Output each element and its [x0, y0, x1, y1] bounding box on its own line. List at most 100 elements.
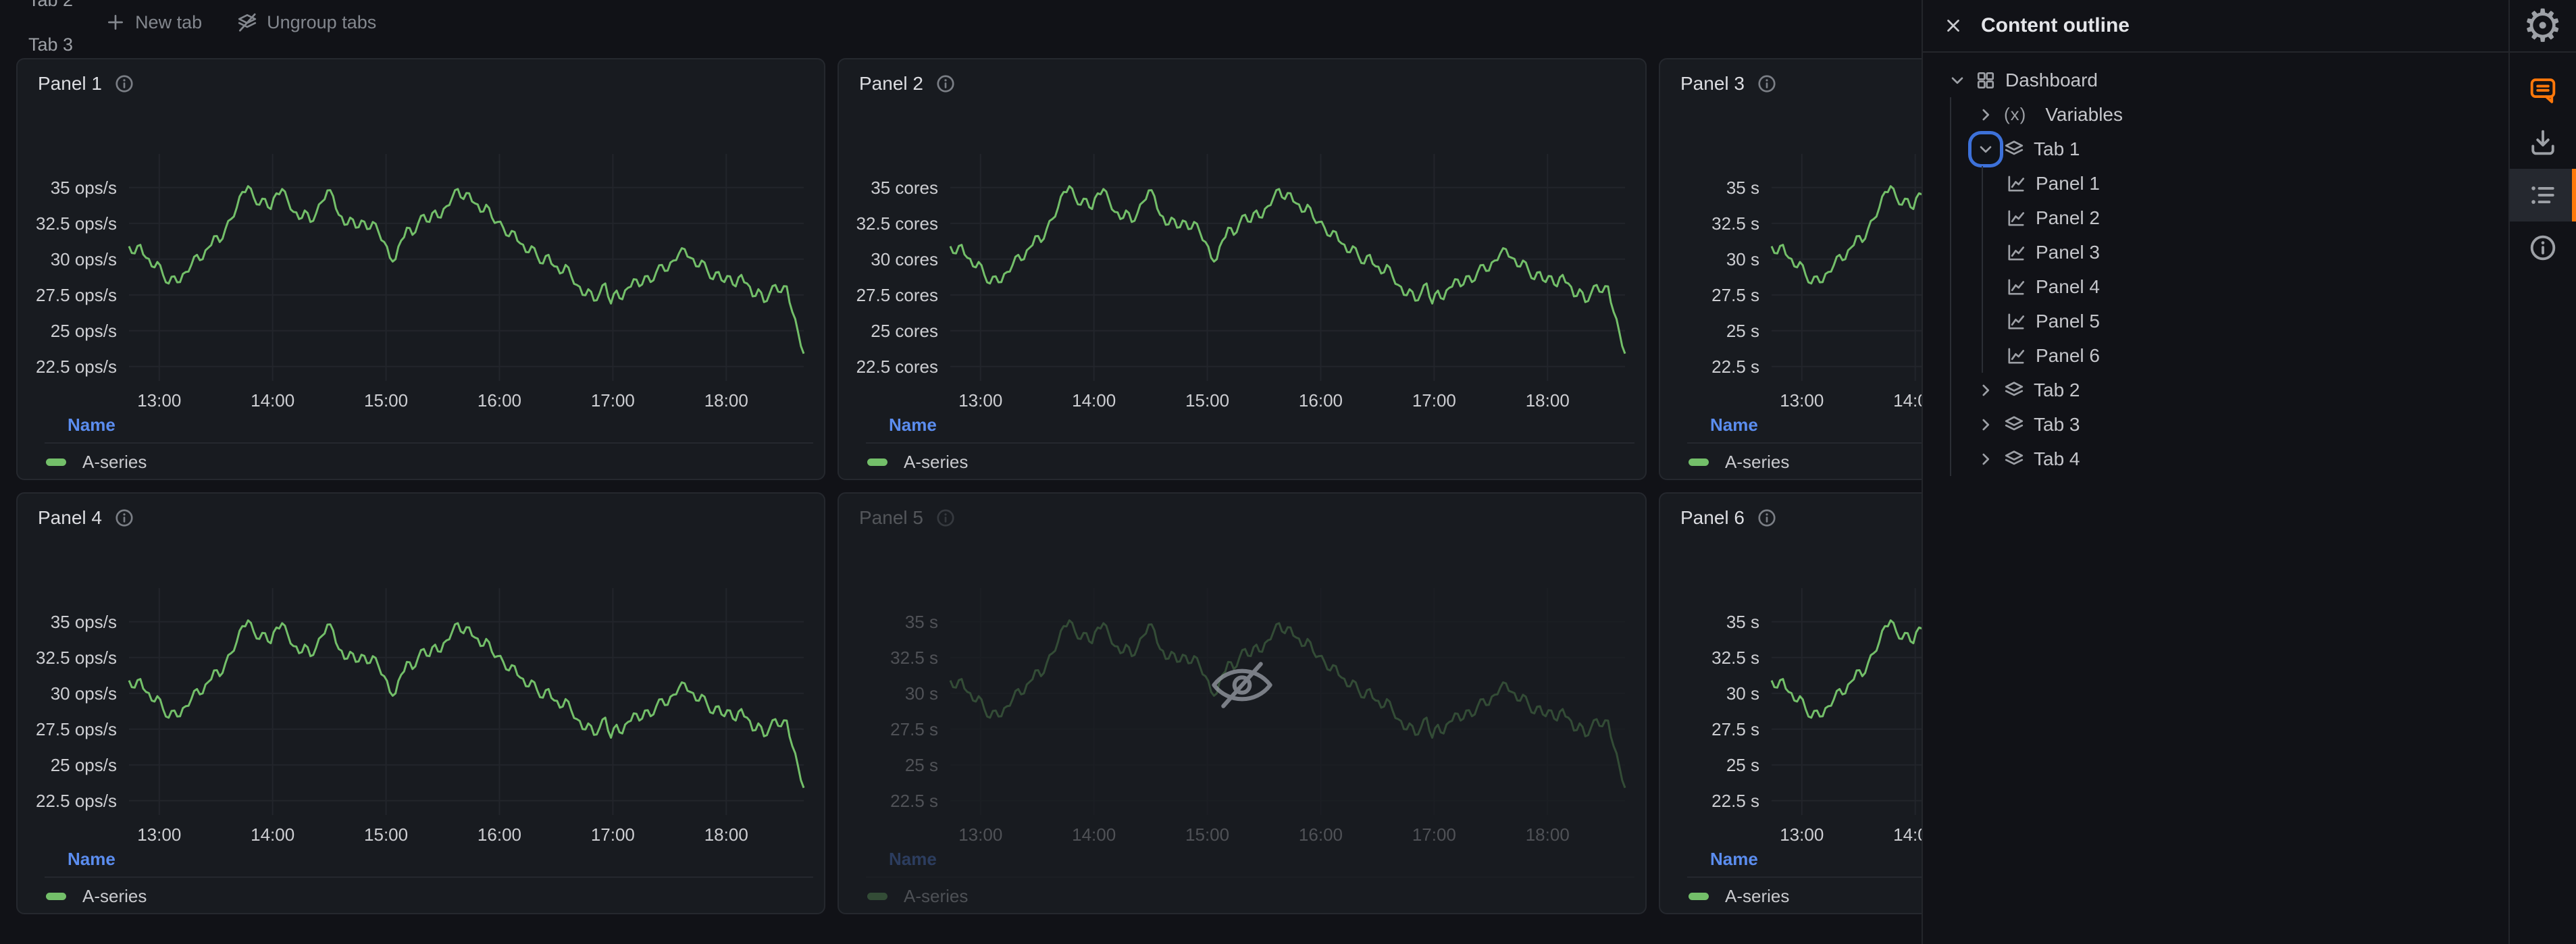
outline-item-label: Tab 3: [2034, 413, 2080, 435]
panel-info-icon[interactable]: [114, 508, 134, 528]
download-icon[interactable]: [2510, 116, 2576, 169]
outline-item-panel-4[interactable]: Panel 4: [1923, 269, 2508, 304]
timeseries-chart[interactable]: 22.5 ops/s 25 ops/s 27.5 ops/s 30 ops/s 32.5…: [18, 99, 824, 413]
info-icon[interactable]: [2510, 221, 2576, 274]
panel-panel-3: Panel 3 22.5 s 25 s 27.5 s 30 s 32.5 s 35 s 13:…: [1659, 58, 1922, 480]
outline-item-label: Tab 2: [2034, 379, 2080, 400]
new-tab-button[interactable]: New tab: [88, 0, 220, 45]
outline-icon[interactable]: [2510, 169, 2576, 221]
legend-column-header[interactable]: Name: [68, 849, 115, 869]
outline-item-tab-2[interactable]: Tab 2: [1923, 373, 2508, 407]
svg-text:35 s: 35 s: [1726, 178, 1759, 198]
chevron-down-icon[interactable]: [1972, 134, 2000, 164]
svg-text:25 s: 25 s: [1726, 321, 1759, 341]
svg-text:16:00: 16:00: [1299, 390, 1343, 411]
panel-header[interactable]: Panel 6: [1660, 494, 1922, 533]
legend-column-header[interactable]: Name: [68, 415, 115, 435]
chevron-right-icon[interactable]: [1972, 375, 2000, 405]
tab-label: Tab 3: [28, 34, 74, 55]
series-label: A-series: [1725, 452, 1790, 472]
outline-item-dashboard[interactable]: Dashboard: [1923, 63, 2508, 97]
legend-series-row[interactable]: A-series: [45, 878, 813, 913]
svg-text:27.5 ops/s: 27.5 ops/s: [36, 719, 117, 739]
series-color-marker: [1689, 893, 1709, 900]
legend-column-header[interactable]: Name: [1710, 849, 1758, 869]
ungroup-tabs-label: Ungroup tabs: [267, 11, 377, 32]
content-outline-header: Content outline: [1923, 0, 2508, 53]
chevron-down-icon[interactable]: [1943, 65, 1972, 95]
chart-icon: [2006, 208, 2026, 228]
timeseries-chart[interactable]: 22.5 s 25 s 27.5 s 30 s 32.5 s 35 s 13:00 14:00…: [839, 533, 1645, 847]
svg-text:35 ops/s: 35 ops/s: [51, 178, 117, 198]
outline-item-panel-6[interactable]: Panel 6: [1923, 338, 2508, 373]
svg-text:15:00: 15:00: [1185, 824, 1229, 845]
close-icon[interactable]: [1943, 16, 1963, 36]
panel-content: Panel 2 22.5 cores 25 cores 27.5 cores 30 co…: [839, 59, 1645, 479]
outline-item-panel-1[interactable]: Panel 1: [1923, 166, 2508, 201]
series-color-marker: [867, 893, 887, 900]
svg-text:15:00: 15:00: [364, 390, 408, 411]
panel-legend: Name A-series: [866, 413, 1634, 479]
outline-item-tab-4[interactable]: Tab 4: [1923, 442, 2508, 476]
svg-text:35 ops/s: 35 ops/s: [51, 612, 117, 632]
legend-series-row[interactable]: A-series: [1687, 444, 1922, 479]
legend-divider: [45, 442, 813, 444]
chevron-right-icon[interactable]: [1972, 410, 2000, 440]
svg-text:14:00: 14:00: [1072, 824, 1116, 845]
panel-info-icon[interactable]: [935, 508, 956, 528]
panel-panel-2: Panel 2 22.5 cores 25 cores 27.5 cores 30 co…: [838, 58, 1647, 480]
chevron-right-icon[interactable]: [1972, 100, 2000, 130]
rail-buttons-section: [2510, 53, 2576, 274]
panel-info-icon[interactable]: [935, 74, 956, 94]
svg-text:30 s: 30 s: [1726, 249, 1759, 269]
outline-item-tab-1[interactable]: Tab 1: [1923, 132, 2508, 166]
panel-header[interactable]: Panel 4: [18, 494, 824, 533]
new-tab-label: New tab: [135, 11, 203, 32]
legend-series-row[interactable]: A-series: [45, 444, 813, 479]
panel-header[interactable]: Panel 2: [839, 59, 1645, 99]
timeseries-chart[interactable]: 22.5 cores 25 cores 27.5 cores 30 cores 32.5…: [839, 99, 1645, 413]
panel-info-icon[interactable]: [1757, 508, 1777, 528]
rail-top-section: ⚙: [2510, 0, 2576, 53]
legend-column-header[interactable]: Name: [889, 849, 937, 869]
legend-series-row[interactable]: A-series: [1687, 878, 1922, 913]
outline-item-variables[interactable]: (x) Variables: [1923, 97, 2508, 132]
legend-column-header[interactable]: Name: [1710, 415, 1758, 435]
tab-tab-2[interactable]: Tab 2: [14, 0, 88, 22]
outline-item-panel-3[interactable]: Panel 3: [1923, 235, 2508, 269]
outline-item-label: Panel 6: [2036, 344, 2100, 366]
panel-panel-4: Panel 4 22.5 ops/s 25 ops/s 27.5 ops/s 30 op…: [16, 492, 825, 914]
svg-text:15:00: 15:00: [1185, 390, 1229, 411]
legend-divider: [1687, 442, 1922, 444]
svg-text:25 s: 25 s: [1726, 755, 1759, 775]
timeseries-chart[interactable]: 22.5 s 25 s 27.5 s 30 s 32.5 s 35 s 13:00 14:00…: [1660, 99, 1922, 413]
tab-tab-3[interactable]: Tab 3: [14, 22, 88, 67]
comment-icon[interactable]: [2510, 63, 2576, 116]
panel-header[interactable]: Panel 5: [839, 494, 1645, 533]
legend-column-header[interactable]: Name: [889, 415, 937, 435]
content-outline-sidebar: Content outline Dashboard (x) Variables Tab…: [1922, 0, 2576, 944]
panel-header[interactable]: Panel 1: [18, 59, 824, 99]
svg-text:17:00: 17:00: [1412, 824, 1456, 845]
outline-item-panel-5[interactable]: Panel 5: [1923, 304, 2508, 338]
timeseries-chart[interactable]: 22.5 s 25 s 27.5 s 30 s 32.5 s 35 s 13:00 14:00…: [1660, 533, 1922, 847]
panel-header[interactable]: Panel 3: [1660, 59, 1922, 99]
panel-legend: Name A-series: [1687, 847, 1922, 913]
legend-series-row[interactable]: A-series: [866, 444, 1634, 479]
panel-content: Panel 5 22.5 s 25 s 27.5 s 30 s 32.5 s 35 s 13:…: [839, 494, 1645, 913]
chevron-right-icon[interactable]: [1972, 444, 2000, 474]
svg-text:32.5 s: 32.5 s: [1711, 213, 1759, 234]
panel-info-icon[interactable]: [114, 74, 134, 94]
ungroup-tabs-button[interactable]: Ungroup tabs: [220, 0, 394, 45]
svg-text:22.5 s: 22.5 s: [1711, 357, 1759, 377]
outline-item-panel-2[interactable]: Panel 2: [1923, 201, 2508, 235]
outline-item-tab-3[interactable]: Tab 3: [1923, 407, 2508, 442]
settings-icon[interactable]: ⚙: [2523, 0, 2563, 53]
svg-text:13:00: 13:00: [958, 824, 1002, 845]
legend-series-row[interactable]: A-series: [866, 878, 1634, 913]
panel-info-icon[interactable]: [1757, 74, 1777, 94]
timeseries-chart[interactable]: 22.5 ops/s 25 ops/s 27.5 ops/s 30 ops/s 32.5…: [18, 533, 824, 847]
svg-text:27.5 s: 27.5 s: [1711, 285, 1759, 305]
